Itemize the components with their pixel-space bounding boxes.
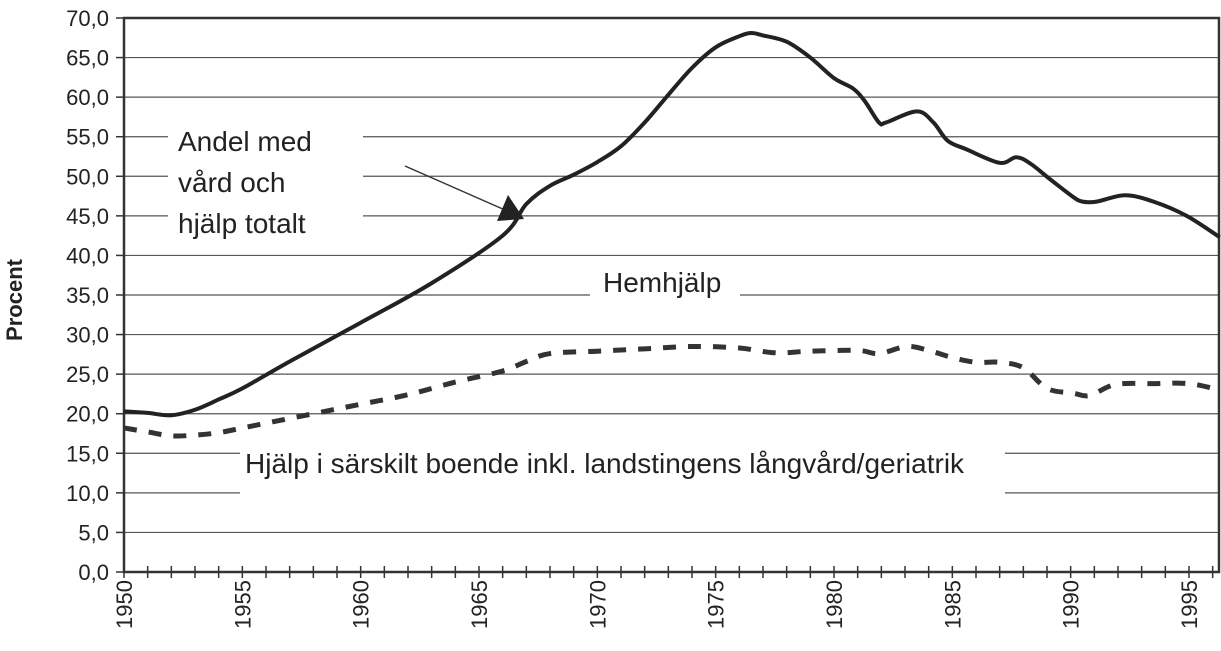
total-label-mask xyxy=(168,118,363,243)
boende-label-mask xyxy=(240,440,1005,500)
y-tick-label: 10,0 xyxy=(66,481,109,506)
annotation-sarskilt-boende: Hjälp i särskilt boende inkl. landstinge… xyxy=(245,448,965,479)
series-group xyxy=(123,31,1221,439)
annotation-total-line1: Andel med xyxy=(178,126,312,157)
series-line-total xyxy=(123,31,1221,418)
x-tick-label: 1980 xyxy=(822,580,847,629)
y-tick-label: 15,0 xyxy=(66,441,109,466)
y-tick-label: 45,0 xyxy=(66,204,109,229)
annotation-hemhjalp: Hemhjälp xyxy=(603,267,721,298)
x-tick-label: 1995 xyxy=(1177,580,1202,629)
x-tick-label: 1955 xyxy=(230,580,255,629)
arrow-icon xyxy=(404,165,524,221)
y-tick-label: 25,0 xyxy=(66,362,109,387)
hemhjalp-label-mask xyxy=(590,262,740,302)
y-tick-label: 55,0 xyxy=(66,125,109,150)
y-tick-label: 50,0 xyxy=(66,164,109,189)
x-tick-label: 1970 xyxy=(585,580,610,629)
x-tick-label: 1950 xyxy=(112,580,137,629)
x-tick-label: 1975 xyxy=(704,580,729,629)
x-tick-label: 1965 xyxy=(467,580,492,629)
y-tick-label: 70,0 xyxy=(66,6,109,31)
annotation-total-line2: vård och xyxy=(178,167,285,198)
x-tick-label: 1985 xyxy=(940,580,965,629)
annotation-total-line3: hjälp totalt xyxy=(178,208,306,239)
label-backgrounds xyxy=(168,118,1005,500)
x-tick-labels: 1950 1955 1960 1965 1970 1975 1980 1985 1990 1995 xyxy=(112,580,1202,629)
y-tick-label: 5,0 xyxy=(78,520,109,545)
y-tick-label: 30,0 xyxy=(66,323,109,348)
y-tick-label: 35,0 xyxy=(66,283,109,308)
y-tick-labels: 0,0 5,0 10,0 15,0 20,0 25,0 30,0 35,0 40,0 45,0 50… xyxy=(66,6,124,585)
y-tick-label: 20,0 xyxy=(66,402,109,427)
y-axis-label: Procent xyxy=(2,258,27,341)
y-tick-label: 65,0 xyxy=(66,46,109,71)
x-tick-label: 1990 xyxy=(1059,580,1084,629)
y-tick-label: 60,0 xyxy=(66,85,109,110)
x-tick-label: 1960 xyxy=(349,580,374,629)
y-tick-label: 40,0 xyxy=(66,243,109,268)
series-line-sarskilt-boende xyxy=(123,343,1221,439)
y-tick-label: 0,0 xyxy=(78,560,109,585)
